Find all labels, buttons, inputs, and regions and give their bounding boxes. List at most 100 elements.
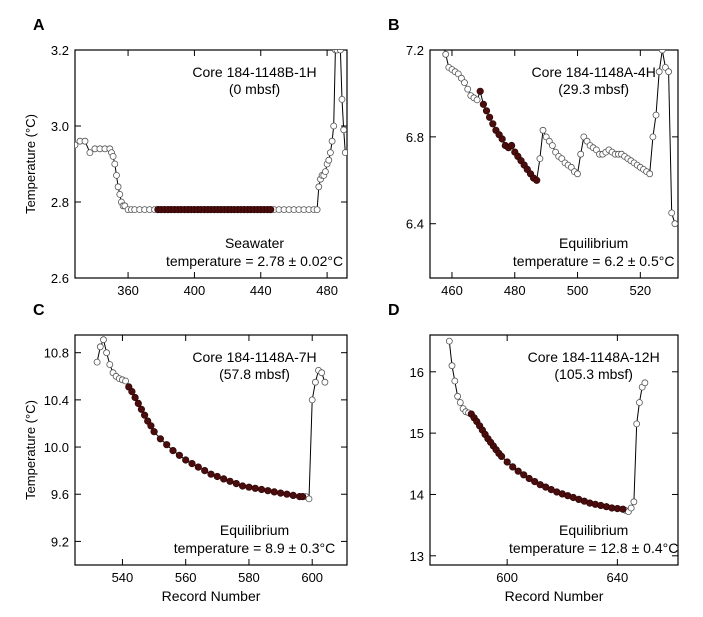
data-point-filled [188, 460, 196, 468]
data-point-filled [245, 483, 253, 491]
data-point-filled [489, 120, 497, 128]
data-point-open [574, 170, 581, 178]
y-tick-label: 10.0 [44, 440, 69, 455]
x-tick-label: 440 [250, 283, 272, 298]
data-point-filled [264, 487, 272, 495]
data-point-open [649, 133, 657, 141]
data-point-open [549, 142, 556, 149]
data-point-open [325, 156, 333, 164]
data-point-open [321, 378, 329, 386]
x-axis-label: Record Number [162, 588, 261, 604]
data-point-open [655, 68, 663, 76]
y-tick-label: 2.6 [51, 271, 69, 286]
panel-letter: D [388, 302, 400, 319]
y-tick-label: 13 [410, 549, 424, 564]
data-point-open [111, 160, 119, 168]
x-tick-label: 500 [567, 283, 589, 298]
panel-letter: B [388, 17, 400, 34]
core-depth: (57.8 mbsf) [219, 366, 290, 382]
data-point-open [646, 170, 654, 178]
data-point-filled [503, 458, 511, 466]
data-point-open [539, 126, 547, 134]
plot-frame [429, 49, 679, 279]
y-tick-label: 9.2 [51, 534, 69, 549]
x-axis-label: Record Number [505, 588, 604, 604]
data-point-filled [525, 474, 533, 483]
data-point-filled [479, 100, 488, 108]
data-point-filled [232, 480, 240, 488]
data-point-filled [251, 484, 259, 492]
data-point-open [445, 337, 453, 345]
data-point-open [577, 150, 585, 158]
data-point-filled [175, 451, 183, 459]
data-point-filled [141, 411, 149, 419]
plot-frame [429, 334, 679, 566]
y-tick-label: 14 [410, 487, 424, 502]
data-point-open [536, 155, 544, 163]
data-point-filled [533, 176, 541, 184]
y-tick-label: 3.2 [51, 43, 69, 58]
data-point-open [337, 50, 344, 54]
plot-area [75, 50, 347, 214]
data-point-open [652, 111, 660, 119]
x-tick-label: 560 [175, 570, 197, 585]
data-point-open [313, 206, 321, 214]
data-point-open [96, 343, 104, 351]
core-depth: (0 mbsf) [229, 81, 280, 97]
data-point-open [305, 495, 313, 503]
annotation-label: Seawater [225, 235, 284, 251]
x-tick-label: 400 [184, 283, 206, 298]
data-point-open [473, 96, 481, 104]
x-tick-label: 600 [301, 570, 323, 585]
x-tick-label: 540 [112, 570, 134, 585]
annotation-temperature: temperature = 6.2 ± 0.5°C [513, 253, 675, 269]
y-tick-label: 6.4 [406, 217, 424, 232]
data-point-open [448, 362, 456, 370]
data-point-open [100, 336, 107, 344]
data-point-filled [137, 405, 145, 413]
plot-frame [74, 334, 348, 566]
annotation-temperature: temperature = 8.9 ± 0.3°C [174, 540, 336, 556]
data-point-open [440, 36, 446, 42]
panel-letter: C [33, 302, 45, 319]
data-point-open [665, 68, 672, 76]
x-tick-label: 480 [316, 283, 338, 298]
panel-letter: A [33, 17, 45, 34]
data-point-filled [289, 491, 297, 500]
data-point-filled [531, 478, 539, 486]
data-point-filled [508, 141, 516, 150]
data-point-filled [239, 482, 247, 490]
data-point-filled [220, 475, 228, 483]
plot-area [445, 337, 649, 516]
data-point-filled [182, 456, 190, 464]
y-tick-label: 3.0 [51, 119, 69, 134]
data-point-filled [498, 135, 506, 143]
y-axis-label: Temperature (°C) [23, 114, 38, 214]
x-tick-label: 640 [607, 570, 629, 585]
x-tick-label: 360 [117, 283, 139, 298]
data-point-open [81, 137, 89, 145]
data-point-filled [270, 488, 278, 496]
panel-a: A 360 400 440 480 2.6 2.8 3.0 3.2 Temperature (°C… [23, 17, 348, 298]
data-point-open [315, 183, 323, 191]
data-point-open [456, 399, 464, 406]
data-point-filled [476, 87, 484, 95]
data-point-open [338, 96, 346, 103]
core-title: Core 184-1148A-12H [528, 349, 660, 365]
data-point-open [106, 361, 114, 368]
data-point-open [464, 85, 472, 93]
y-tick-label: 2.8 [51, 195, 69, 210]
core-depth: (29.3 mbsf) [558, 81, 629, 97]
annotation-label: Equilibrium [559, 522, 628, 538]
data-point-open [103, 349, 110, 357]
data-point-open [668, 209, 676, 217]
data-point-filled [514, 467, 522, 475]
data-point-open [114, 183, 122, 191]
data-point-open [75, 141, 79, 149]
data-point-open [461, 79, 468, 86]
data-point-open [636, 399, 643, 406]
data-point-open [658, 50, 666, 54]
data-point-open [311, 378, 319, 386]
data-point-open [318, 369, 326, 377]
x-tick-label: 460 [441, 283, 463, 298]
